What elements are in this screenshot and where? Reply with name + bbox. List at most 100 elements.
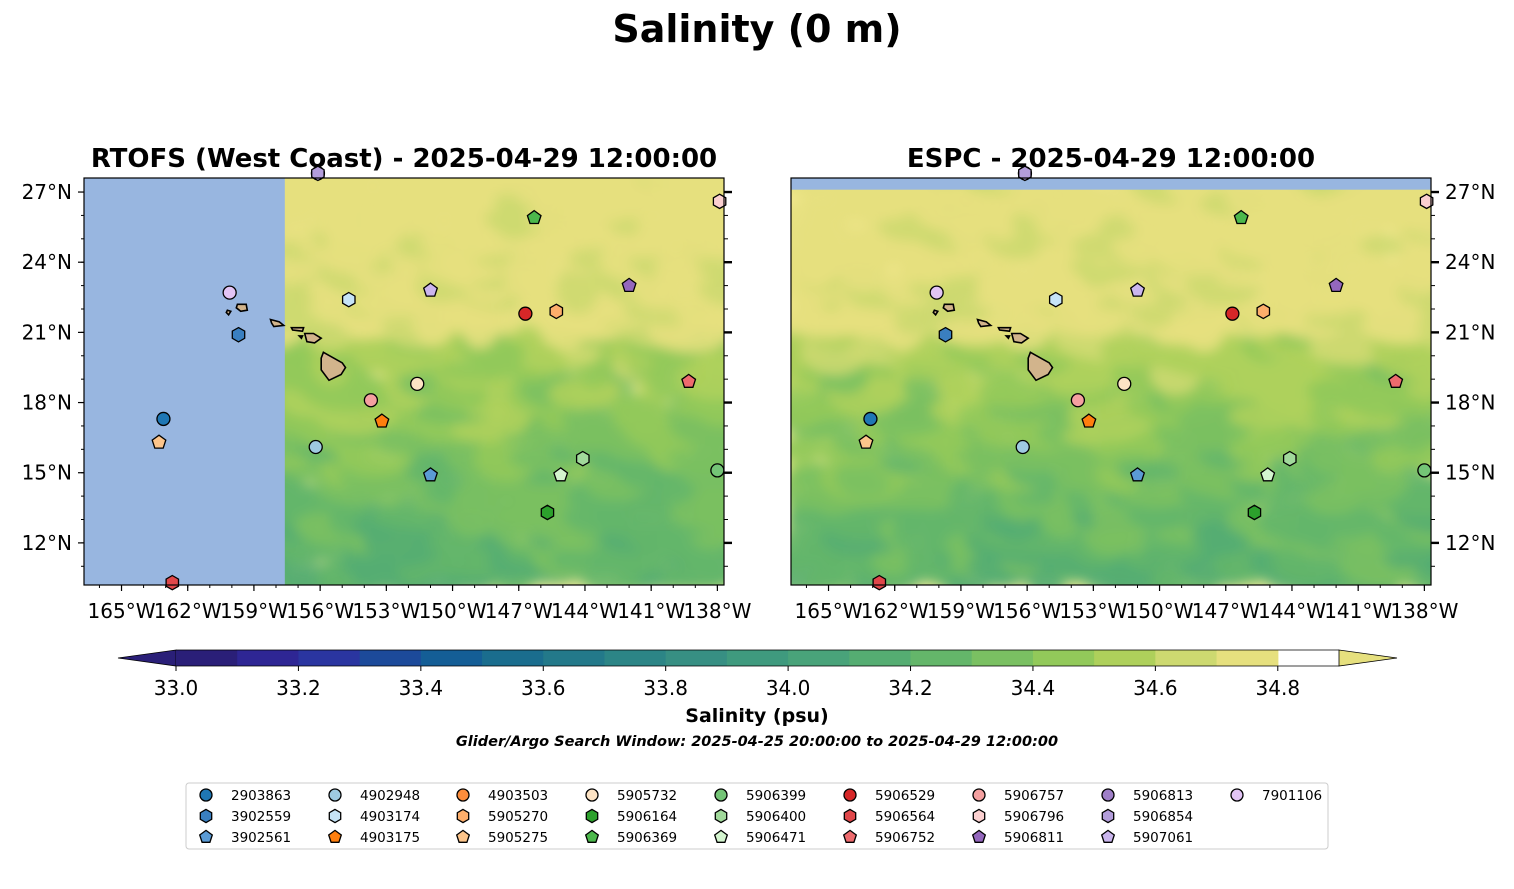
x-tick-label: 150°W: [1126, 599, 1194, 623]
island: [1027, 351, 1054, 382]
float-5906400: [575, 450, 590, 467]
legend-item: 4903174: [328, 808, 420, 825]
y-tick-label: 12°N: [1445, 531, 1495, 555]
float-7901106: [222, 285, 237, 300]
colorbar-extend-low: [117, 649, 177, 667]
float-5906757: [1070, 393, 1086, 408]
x-tick-label: 162°W: [154, 599, 222, 623]
colorbar-tick-label: 33.8: [643, 676, 688, 700]
colorbar-tick-label: 33.4: [399, 676, 444, 700]
island: [297, 335, 304, 340]
panel-title-rtofs: RTOFS (West Coast) - 2025-04-29 12:00:00: [91, 144, 717, 174]
colorbar-bin: [726, 650, 789, 666]
float-5906369: [526, 209, 542, 225]
x-tick-label: 162°W: [861, 599, 929, 623]
colorbar: 33.0 33.2 33.4 33.6 33.8 34.0 34.2 34.4 34.6 34.8…: [117, 649, 1398, 727]
legend-item: 3902559: [199, 808, 291, 825]
salinity-blob: [504, 178, 591, 192]
x-tick-label: 159°W: [220, 599, 288, 623]
y-tick-label: 15°N: [22, 461, 72, 485]
legend-label: 5906757: [1004, 788, 1064, 804]
colorbar-bin: [237, 650, 300, 666]
float-5907061: [1129, 282, 1146, 297]
search-window-note: Glider/Argo Search Window: 2025-04-25 20…: [456, 734, 1058, 750]
salinity-blob: [1398, 243, 1431, 284]
island: [235, 303, 249, 313]
float-4903175: [1081, 413, 1097, 428]
map-panel-rtofs: RTOFS (West Coast) - 2025-04-29 12:00:00…: [22, 144, 752, 623]
legend-item: 5906164: [585, 808, 677, 825]
float-5905270: [1256, 303, 1271, 320]
colorbar-bin: [665, 650, 728, 666]
island: [320, 351, 347, 382]
float-5906564: [872, 574, 887, 591]
legend-marker: [198, 829, 214, 843]
salinity-field-espc: [791, 178, 1431, 585]
colorbar-outline: [176, 649, 1339, 667]
y-tick-label: 18°N: [22, 391, 72, 415]
legend-item: 5906471: [713, 829, 806, 846]
colorbar-tick-label: 34.8: [1256, 676, 1301, 700]
colorbar-extend-high: [1338, 649, 1398, 667]
salinity-field-rtofs: [84, 178, 724, 585]
float-5906564: [165, 574, 180, 591]
legend-label: 4902948: [360, 788, 420, 804]
island: [976, 318, 993, 328]
float-5906529: [518, 306, 533, 321]
float-5905732: [1117, 376, 1132, 391]
salinity-blob: [1360, 234, 1409, 256]
salinity-blob: [1100, 334, 1164, 368]
x-tick-label: 138°W: [1390, 599, 1458, 623]
y-tick-label: 21°N: [22, 320, 72, 344]
float-5906529: [1225, 306, 1240, 321]
no-data-region: [84, 178, 285, 585]
legend-marker: [972, 808, 986, 824]
float-5907061: [422, 282, 439, 297]
legend-label: 3902561: [231, 830, 291, 846]
colorbar-label: Salinity (psu): [685, 705, 828, 727]
island: [303, 332, 323, 344]
colorbar-bin: [1032, 650, 1095, 666]
land-hawaii-rtofs: [225, 303, 347, 382]
legend-frame: [185, 782, 1329, 850]
legend-item: 5906529: [843, 788, 935, 804]
x-tick-label: 156°W: [993, 599, 1061, 623]
axes-frame-rtofs: [83, 177, 725, 586]
legend-label: 5906854: [1133, 809, 1193, 825]
legend-item: 5906369: [584, 829, 677, 846]
salinity-blob: [815, 178, 853, 181]
colorbar-bin: [543, 650, 606, 666]
float-5905732: [410, 376, 425, 391]
legend-marker: [843, 808, 857, 824]
legend-marker: [714, 788, 728, 802]
float-5906752: [681, 373, 697, 388]
float-markers-rtofs: [151, 165, 727, 591]
colorbar-bin: [298, 650, 361, 666]
legend-marker: [327, 829, 343, 843]
y-tick-label: 24°N: [22, 250, 72, 274]
legend-item: 5906752: [842, 829, 935, 846]
legend-marker: [455, 829, 471, 843]
x-tick-label: 165°W: [795, 599, 863, 623]
y-tick-label: 12°N: [22, 531, 72, 555]
legend-item: 5907061: [1100, 829, 1193, 846]
legend-marker: [842, 829, 858, 843]
x-tick-label: 156°W: [286, 599, 354, 623]
float-5905270: [549, 303, 564, 320]
legend-item: 5906796: [972, 808, 1064, 825]
colorbar-tick-label: 33.2: [276, 676, 321, 700]
legend-label: 5906400: [746, 809, 806, 825]
island: [290, 326, 305, 333]
legend-item: 4903503: [456, 788, 548, 804]
colorbar-bin: [1155, 650, 1218, 666]
float-5906757: [363, 393, 379, 408]
legend-item: 5906564: [843, 808, 935, 825]
float-5906399: [710, 463, 725, 478]
colorbar-bin: [359, 650, 422, 666]
x-tick-label: 147°W: [485, 599, 553, 623]
x-tick-label: 144°W: [551, 599, 619, 623]
legend-marker: [1101, 808, 1115, 824]
legend-label: 2903863: [231, 788, 291, 804]
axis-ticks-espc: 165°W162°W159°W156°W153°W150°W147°W144°W…: [795, 180, 1496, 623]
